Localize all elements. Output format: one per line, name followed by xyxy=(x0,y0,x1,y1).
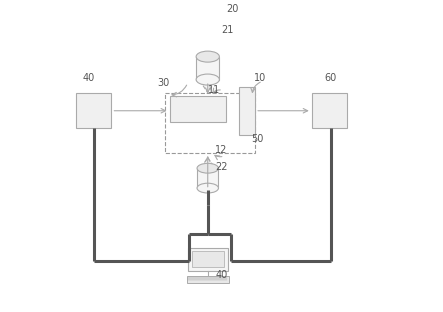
Bar xyxy=(312,93,347,129)
Bar xyxy=(192,251,224,267)
Ellipse shape xyxy=(196,74,219,85)
Bar xyxy=(165,93,255,153)
Text: 11: 11 xyxy=(208,85,220,95)
Text: 10: 10 xyxy=(253,73,266,83)
Bar xyxy=(170,96,226,122)
Polygon shape xyxy=(200,158,215,168)
Bar xyxy=(188,248,228,271)
Text: 50: 50 xyxy=(251,134,264,144)
Ellipse shape xyxy=(197,183,218,193)
Text: 12: 12 xyxy=(215,145,228,155)
Polygon shape xyxy=(200,80,216,93)
Ellipse shape xyxy=(196,51,219,62)
Bar xyxy=(187,276,229,283)
Text: 21: 21 xyxy=(222,25,234,35)
Text: 40: 40 xyxy=(82,73,95,83)
Bar xyxy=(76,93,112,129)
Bar xyxy=(196,57,219,80)
Bar xyxy=(239,87,255,134)
Text: 30: 30 xyxy=(157,78,170,88)
Text: 60: 60 xyxy=(324,73,336,83)
Text: 22: 22 xyxy=(215,162,228,172)
Bar xyxy=(197,168,218,188)
Text: 20: 20 xyxy=(226,4,238,14)
Ellipse shape xyxy=(197,163,218,173)
Text: 40: 40 xyxy=(215,270,228,280)
